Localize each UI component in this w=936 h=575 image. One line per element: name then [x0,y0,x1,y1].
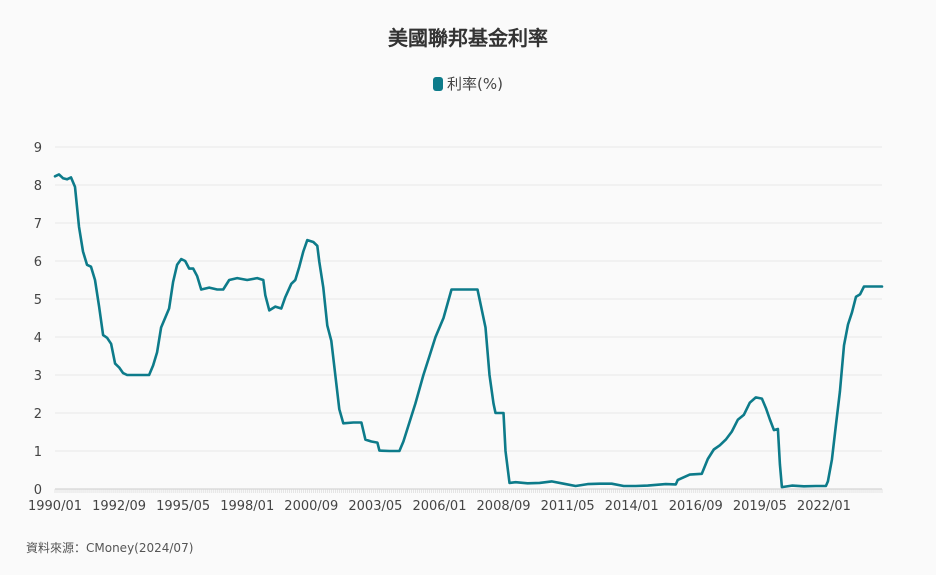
y-tick-label: 9 [34,141,42,156]
x-tick-label: 1998/01 [220,499,274,514]
series-line [53,173,884,489]
y-tick-label: 2 [34,407,42,422]
legend-swatch [433,76,444,91]
y-tick-label: 4 [34,331,42,346]
x-tick-label: 1995/05 [156,499,210,514]
legend-label: 利率(%) [447,75,503,93]
y-tick-label: 3 [34,369,42,384]
x-tick-label: 1990/01 [28,499,82,514]
x-tick-label: 2022/01 [797,499,851,514]
y-tick-label: 1 [34,445,42,460]
x-tick-label: 2019/05 [733,499,787,514]
x-tick-label: 2011/05 [541,499,595,514]
x-tick-label: 2006/01 [412,499,466,514]
y-tick-label: 0 [34,483,42,498]
x-tick-label: 2014/01 [605,499,659,514]
y-tick-label: 8 [34,179,42,194]
y-tick-label: 5 [34,293,42,308]
source-note: 資料來源：CMoney(2024/07) [26,541,194,555]
x-tick-label: 2000/09 [284,499,338,514]
x-tick-label: 2008/09 [477,499,531,514]
y-tick-label: 6 [34,255,42,270]
chart-title: 美國聯邦基金利率 [388,26,548,50]
y-tick-label: 7 [34,217,42,232]
x-tick-label: 2016/09 [669,499,723,514]
legend[interactable]: 利率(%) [0,73,936,94]
x-tick-label: 2003/05 [348,499,402,514]
x-tick-label: 1992/09 [92,499,146,514]
